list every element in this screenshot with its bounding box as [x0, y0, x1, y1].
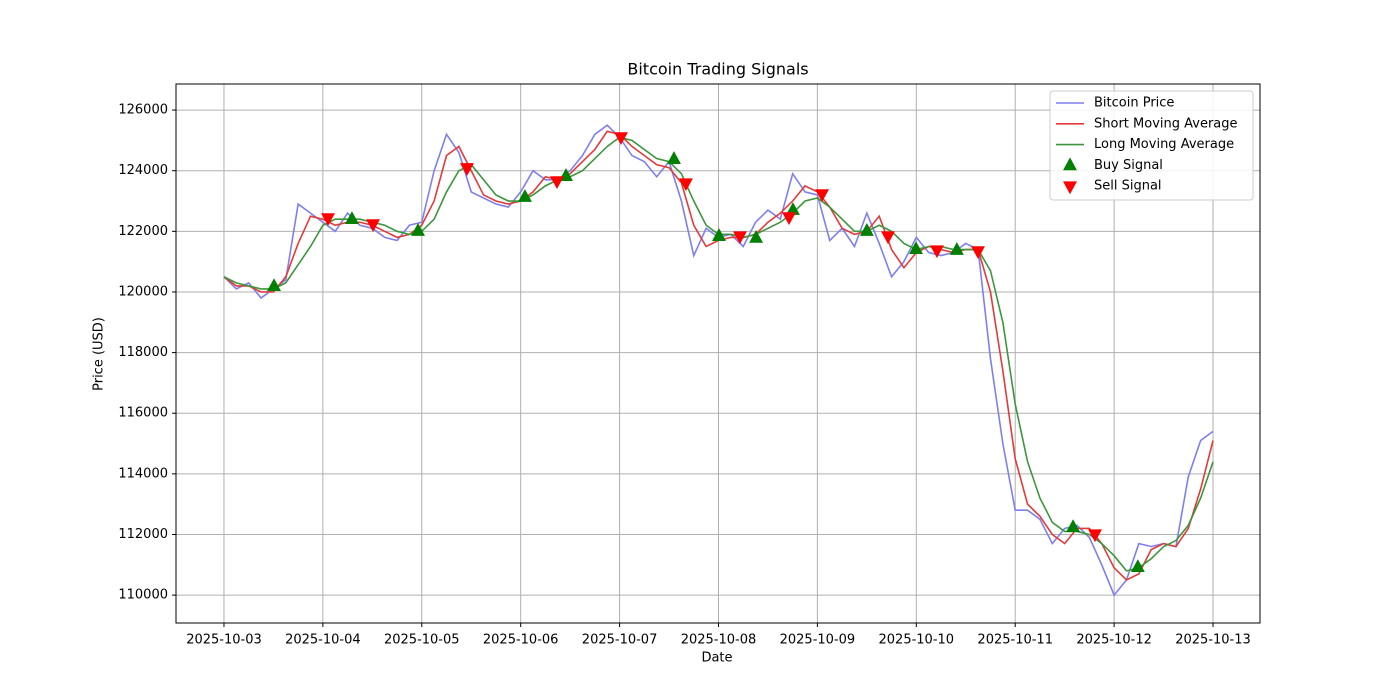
y-tick-label: 120000: [118, 284, 168, 299]
signal-marker: [667, 151, 681, 164]
signal-marker: [550, 176, 564, 190]
signal-marker: [782, 212, 796, 226]
y-tick-label: 124000: [118, 163, 168, 178]
y-tick-label: 116000: [118, 406, 168, 421]
signal-marker: [859, 223, 874, 236]
y-tick-label: 126000: [118, 103, 168, 118]
x-tick-label: 2025-10-11: [977, 633, 1053, 648]
x-axis-label: Date: [701, 651, 732, 666]
chart-title: Bitcoin Trading Signals: [627, 60, 808, 79]
x-tick-label: 2025-10-10: [879, 633, 955, 648]
signal-marker: [344, 211, 359, 225]
y-axis-label: Price (USD): [92, 317, 107, 391]
signal-marker: [815, 189, 830, 203]
legend-label: Short Moving Average: [1094, 116, 1238, 131]
x-tick-label: 2025-10-13: [1175, 633, 1251, 648]
signal-marker: [614, 132, 628, 146]
legend-box: [1049, 90, 1254, 201]
legend-marker: [1063, 181, 1077, 195]
signal-marker: [881, 231, 895, 245]
plot-frame: [175, 83, 1261, 624]
x-tick-label: 2025-10-04: [285, 633, 361, 648]
x-tick-label: 2025-10-07: [582, 633, 658, 648]
signal-marker: [749, 230, 764, 243]
signal-marker: [971, 246, 985, 260]
signal-marker: [411, 223, 425, 236]
x-tick-label: 2025-10-06: [483, 633, 559, 648]
legend-label: Bitcoin Price: [1094, 96, 1174, 111]
signal-marker: [517, 189, 532, 202]
legend-marker: [1063, 157, 1077, 171]
signal-marker: [712, 228, 726, 241]
y-tick-label: 122000: [118, 224, 168, 239]
y-tick-label: 114000: [118, 466, 168, 481]
legend-label: Sell Signal: [1094, 179, 1162, 194]
signal-marker: [366, 219, 380, 233]
x-tick-label: 2025-10-09: [780, 633, 856, 648]
legend: Bitcoin Price Short Moving Average Long Mo…: [1049, 90, 1254, 201]
signal-marker: [909, 241, 923, 255]
signal-marker: [460, 163, 474, 176]
x-tick-label: 2025-10-03: [186, 633, 262, 648]
signal-marker: [786, 202, 800, 215]
signal-marker: [1130, 559, 1145, 573]
signal-marker: [949, 242, 964, 255]
y-tick-label: 112000: [118, 527, 168, 542]
x-tick-label: 2025-10-12: [1076, 633, 1152, 648]
signal-marker: [732, 231, 747, 245]
signal-marker: [1088, 529, 1102, 543]
y-tick-label: 118000: [118, 345, 168, 360]
y-tick-label: 110000: [118, 588, 168, 603]
signal-marker: [930, 245, 944, 259]
x-tick-label: 2025-10-05: [384, 633, 460, 648]
signal-marker: [678, 178, 693, 192]
signal-marker: [1066, 519, 1081, 533]
x-tick-label: 2025-10-08: [681, 633, 757, 648]
signal-marker: [267, 278, 281, 292]
legend-label: Long Moving Average: [1094, 137, 1234, 152]
legend-label: Buy Signal: [1094, 158, 1163, 173]
signal-marker: [321, 213, 335, 226]
